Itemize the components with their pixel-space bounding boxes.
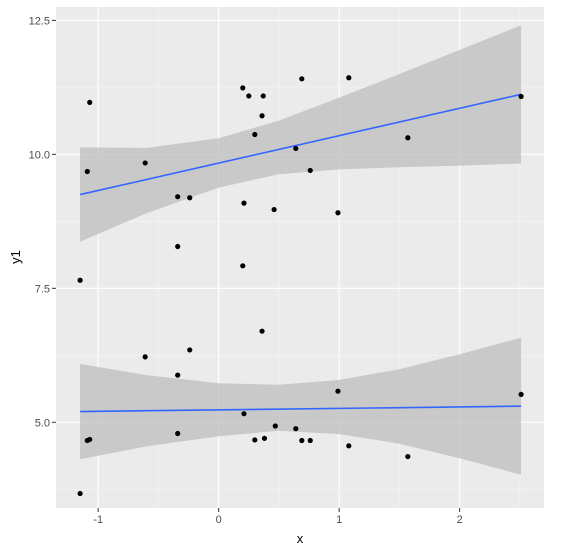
x-axis-ticks: -1 0 1 2 [93, 508, 463, 526]
x-tick-label: 0 [216, 514, 222, 526]
y-tick-label: 10.0 [29, 149, 50, 161]
data-point [175, 243, 181, 250]
data-point [335, 210, 341, 216]
data-point [241, 200, 247, 206]
data-point [175, 194, 181, 200]
data-point [241, 411, 247, 417]
data-point [299, 76, 305, 82]
data-point [405, 453, 411, 460]
fit-lines [79, 93, 522, 413]
data-point [261, 435, 268, 441]
data-point [259, 113, 265, 119]
data-point [175, 372, 181, 378]
data-point [293, 426, 299, 432]
data-point [187, 195, 193, 201]
data-point [252, 131, 258, 138]
confidence-band-1 [80, 25, 522, 242]
confidence-band-2 [80, 337, 522, 475]
data-point [240, 85, 246, 91]
data-point [299, 437, 305, 444]
data-point [142, 160, 148, 166]
data-points [77, 75, 524, 497]
data-point [246, 93, 252, 99]
data-point [252, 437, 258, 443]
x-tick-label: 2 [457, 514, 463, 526]
data-point [307, 437, 313, 444]
x-axis-title: x [297, 531, 304, 546]
data-point [142, 354, 148, 360]
data-point [240, 263, 246, 269]
y-tick-label: 5.0 [35, 417, 50, 429]
fit-line-2 [80, 405, 522, 413]
y-tick-label: 12.5 [29, 15, 50, 27]
y-axis-title: y1 [8, 250, 23, 264]
data-point [260, 93, 266, 99]
data-point [307, 167, 313, 174]
confidence-bands [80, 25, 522, 475]
data-point [518, 93, 524, 100]
data-point [335, 388, 341, 394]
x-tick-label: -1 [93, 514, 103, 526]
data-point [346, 443, 352, 449]
y-axis-ticks: 5.0 7.5 10.0 12.5 [29, 15, 56, 429]
data-point [77, 490, 83, 497]
data-point [187, 347, 193, 353]
data-point [87, 99, 93, 105]
data-point [346, 75, 352, 81]
data-point [271, 206, 277, 213]
data-point [84, 168, 90, 175]
data-point [87, 436, 93, 443]
data-point [293, 145, 299, 152]
data-point [175, 430, 181, 437]
data-point [272, 423, 278, 429]
y-tick-label: 7.5 [35, 283, 50, 295]
data-point [405, 135, 411, 141]
data-point [77, 277, 83, 283]
data-point [518, 391, 524, 398]
fit-line-1 [79, 93, 522, 196]
x-tick-label: 1 [336, 514, 342, 526]
data-point [259, 328, 265, 334]
